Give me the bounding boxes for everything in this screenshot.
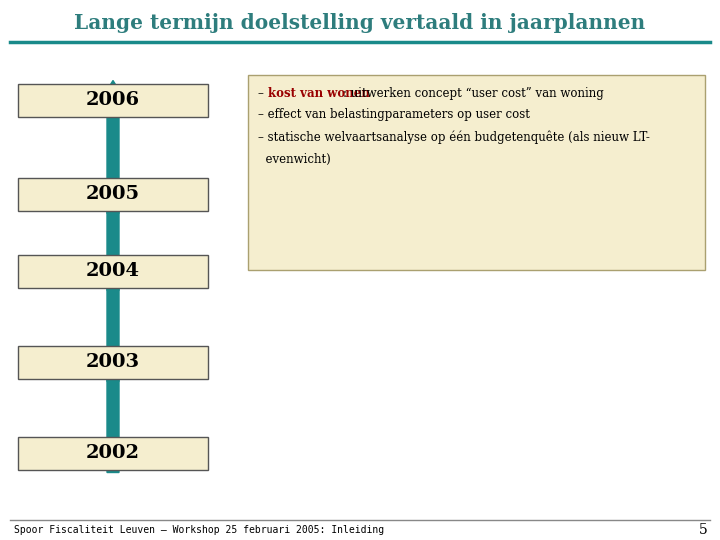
FancyArrow shape bbox=[102, 252, 124, 381]
Text: 2004: 2004 bbox=[86, 262, 140, 280]
Text: : uitwerken concept “user cost” van woning: : uitwerken concept “user cost” van woni… bbox=[343, 86, 604, 99]
Text: 2003: 2003 bbox=[86, 353, 140, 371]
FancyBboxPatch shape bbox=[248, 75, 705, 270]
Text: 2006: 2006 bbox=[86, 91, 140, 109]
FancyArrow shape bbox=[102, 80, 124, 213]
Text: 2005: 2005 bbox=[86, 185, 140, 203]
Text: 2002: 2002 bbox=[86, 444, 140, 462]
FancyBboxPatch shape bbox=[18, 346, 208, 379]
FancyBboxPatch shape bbox=[18, 436, 208, 469]
FancyBboxPatch shape bbox=[18, 84, 208, 117]
Text: evenwicht): evenwicht) bbox=[258, 152, 330, 165]
Text: – effect van belastingparameters op user cost: – effect van belastingparameters op user… bbox=[258, 109, 530, 122]
Text: kost van wonen: kost van wonen bbox=[268, 86, 370, 99]
Text: –: – bbox=[258, 86, 268, 99]
FancyBboxPatch shape bbox=[18, 254, 208, 287]
Text: Lange termijn doelstelling vertaald in jaarplannen: Lange termijn doelstelling vertaald in j… bbox=[74, 13, 646, 33]
Text: – statische welvaartsanalyse op één budgetenquête (als nieuw LT-: – statische welvaartsanalyse op één budg… bbox=[258, 130, 650, 144]
FancyArrow shape bbox=[102, 174, 124, 291]
FancyBboxPatch shape bbox=[18, 178, 208, 211]
FancyArrow shape bbox=[102, 342, 124, 472]
Text: Spoor Fiscaliteit Leuven – Workshop 25 februari 2005: Inleiding: Spoor Fiscaliteit Leuven – Workshop 25 f… bbox=[14, 525, 384, 535]
Text: 5: 5 bbox=[699, 523, 708, 537]
